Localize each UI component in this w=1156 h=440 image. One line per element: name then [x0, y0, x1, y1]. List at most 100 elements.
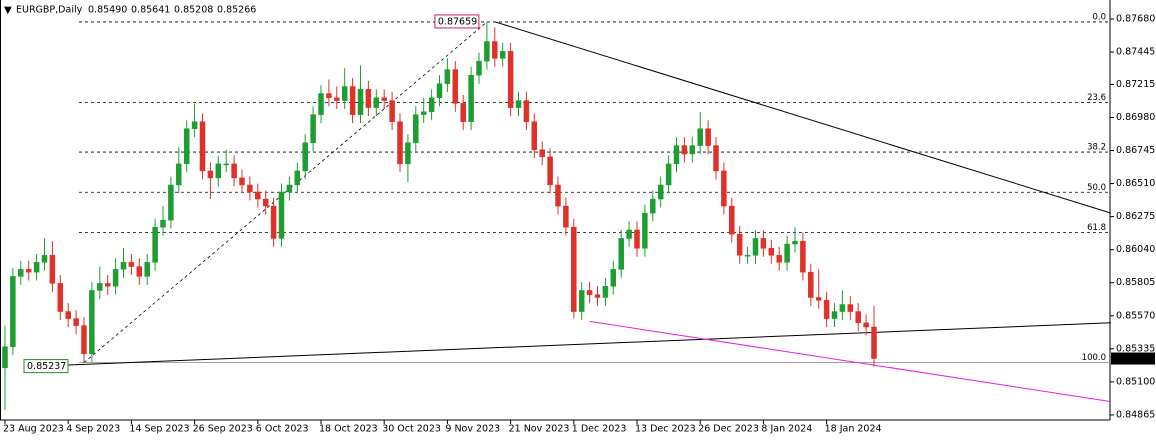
candle-body	[744, 255, 751, 257]
candle-body	[302, 142, 308, 172]
candle-body	[436, 83, 443, 99]
candle-body	[310, 114, 316, 144]
candle-body	[484, 41, 490, 62]
candle-body	[871, 326, 877, 359]
y-tick-label: 0.86980	[1116, 112, 1155, 123]
fib-low-label-box	[23, 359, 69, 374]
x-tick-label: 9 Nov 2023	[445, 424, 500, 435]
candle-body	[642, 212, 648, 249]
price-tag: 0.85266	[1115, 353, 1154, 364]
y-tick-label: 0.87215	[1116, 79, 1155, 90]
candle-body	[665, 163, 672, 186]
candle-body	[547, 156, 553, 186]
y-tick-label: 0.86745	[1116, 145, 1155, 156]
candle-body	[808, 271, 814, 298]
candle-body	[602, 285, 609, 298]
candle-body	[831, 311, 838, 319]
candle-body	[507, 51, 514, 108]
candle-body	[792, 240, 798, 245]
candle-body	[539, 149, 545, 158]
candle-body	[10, 276, 16, 347]
fib-level-label: 38.2	[1087, 143, 1106, 153]
candle-body	[736, 233, 743, 256]
candle-body	[760, 238, 767, 249]
candle-body	[41, 255, 48, 263]
candle-body	[713, 145, 719, 172]
candle-body	[97, 283, 103, 291]
y-tick-label: 0.85570	[1116, 310, 1155, 321]
candle-body	[752, 238, 759, 256]
y-tick-label: 0.86275	[1116, 211, 1155, 222]
candle-body	[729, 205, 735, 235]
candle-body	[768, 248, 775, 256]
candle-body	[594, 294, 601, 298]
fib-level-label: 0.0	[1092, 12, 1106, 22]
candle-body	[420, 111, 427, 115]
candle-body	[626, 229, 632, 239]
candle-body	[571, 226, 577, 312]
candle-body	[397, 121, 403, 165]
x-tick-label: 30 Oct 2023	[382, 424, 441, 435]
trendline	[68, 322, 1112, 366]
price-tag-box	[1111, 352, 1155, 365]
candle-body	[57, 283, 64, 312]
candle-body	[499, 51, 506, 59]
candle-body	[578, 290, 585, 312]
candle-body	[405, 142, 411, 165]
candle-body	[523, 100, 530, 122]
candle-body	[18, 269, 24, 277]
ohlc-close: 0.85266	[217, 5, 256, 16]
x-tick-label: 4 Sep 2023	[66, 424, 120, 435]
x-tick-label: 6 Oct 2023	[256, 424, 309, 435]
candle-body	[255, 191, 261, 200]
candle-body	[183, 128, 190, 165]
candle-body	[381, 97, 387, 101]
candle-body	[278, 191, 285, 239]
menu-arrow[interactable]: ▼	[4, 5, 12, 16]
candle-body	[231, 163, 237, 179]
symbol: EURGBP,Daily	[16, 5, 83, 16]
candle-body	[357, 89, 364, 115]
candle-body	[586, 290, 593, 295]
candle-body	[800, 240, 806, 273]
fib-level-label: 100.0	[1082, 353, 1106, 363]
x-tick-label: 14 Sep 2023	[129, 424, 189, 435]
candle-body	[65, 311, 71, 319]
candle-body	[294, 170, 301, 186]
trendline	[589, 320, 1112, 403]
candle-body	[689, 145, 696, 155]
candle-body	[2, 346, 8, 369]
candle-body	[286, 184, 293, 193]
trendline	[494, 21, 1112, 214]
candle-body	[152, 226, 158, 263]
fib-level-label: 50.0	[1087, 183, 1106, 193]
candle-body	[634, 229, 640, 249]
candle-body	[89, 290, 95, 355]
candle-body	[555, 184, 561, 207]
x-tick-label: 1 Dec 2023	[572, 424, 627, 435]
fib-high-label-box	[434, 14, 480, 29]
candle-body	[365, 89, 372, 108]
y-tick-label: 0.86510	[1116, 178, 1155, 189]
candle-body	[191, 121, 198, 129]
ohlc-open: 0.85490	[88, 5, 127, 16]
candle-body	[563, 205, 569, 228]
y-tick-label: 0.85335	[1116, 343, 1155, 354]
candle-body	[120, 262, 127, 270]
candle-body	[128, 262, 135, 267]
x-tick-label: 26 Dec 2023	[698, 424, 759, 435]
x-tick-label: 8 Jan 2024	[761, 424, 812, 435]
candle-body	[49, 255, 56, 284]
candle-body	[855, 311, 861, 324]
candle-body	[823, 300, 830, 319]
candle-body	[373, 97, 380, 108]
candle-body	[168, 184, 174, 221]
candle-body	[428, 97, 435, 113]
candle-body	[270, 205, 277, 239]
candle-body	[104, 283, 111, 287]
candle-body	[207, 170, 214, 179]
candle-body	[262, 198, 269, 207]
x-tick-label: 18 Jan 2024	[825, 424, 882, 435]
candle-body	[25, 269, 32, 273]
